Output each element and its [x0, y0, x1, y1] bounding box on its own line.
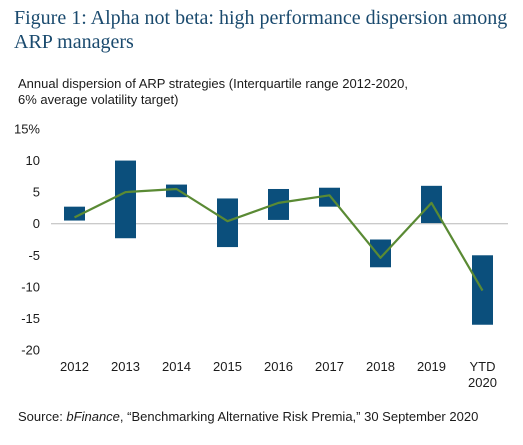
subtitle-line-2: 6% average volatility target): [18, 92, 179, 107]
x-tick-label: 2016: [264, 359, 293, 374]
x-tick-label: YTD: [470, 359, 496, 374]
y-tick-label: 10: [26, 153, 40, 168]
source-prefix: Source:: [18, 409, 67, 424]
x-tick-label: 2020: [468, 375, 497, 390]
source-italic: bFinance: [66, 409, 120, 424]
source-note: Source: bFinance, “Benchmarking Alternat…: [18, 409, 518, 425]
x-tick-label: 2012: [60, 359, 89, 374]
x-tick-label: 2018: [366, 359, 395, 374]
x-tick-label: 2017: [315, 359, 344, 374]
range-bar: [370, 239, 391, 268]
range-bar: [115, 160, 136, 239]
range-bar: [217, 198, 238, 248]
chart-subtitle: Annual dispersion of ARP strategies (Int…: [18, 76, 498, 108]
y-tick-label: 5: [33, 185, 40, 200]
range-bar: [166, 184, 187, 198]
y-tick-label: -5: [28, 248, 40, 263]
chart-title: Figure 1: Alpha not beta: high performan…: [14, 7, 508, 53]
subtitle-line-1: Annual dispersion of ARP strategies (Int…: [18, 76, 409, 91]
y-tick-label: -15: [21, 311, 40, 326]
range-bar: [268, 188, 289, 220]
x-tick-label: 2019: [417, 359, 446, 374]
source-suffix: , “Benchmarking Alternative Risk Premia,…: [119, 409, 479, 424]
y-tick-label: -10: [21, 279, 40, 294]
x-tick-label: 2013: [111, 359, 140, 374]
y-tick-label: 0: [33, 216, 40, 231]
x-tick-label: 2014: [162, 359, 191, 374]
range-bar: [64, 206, 85, 221]
x-tick-label: 2015: [213, 359, 242, 374]
y-tick-label: 15%: [14, 122, 40, 137]
average-line: [74, 187, 484, 292]
y-tick-label: -20: [21, 343, 40, 358]
